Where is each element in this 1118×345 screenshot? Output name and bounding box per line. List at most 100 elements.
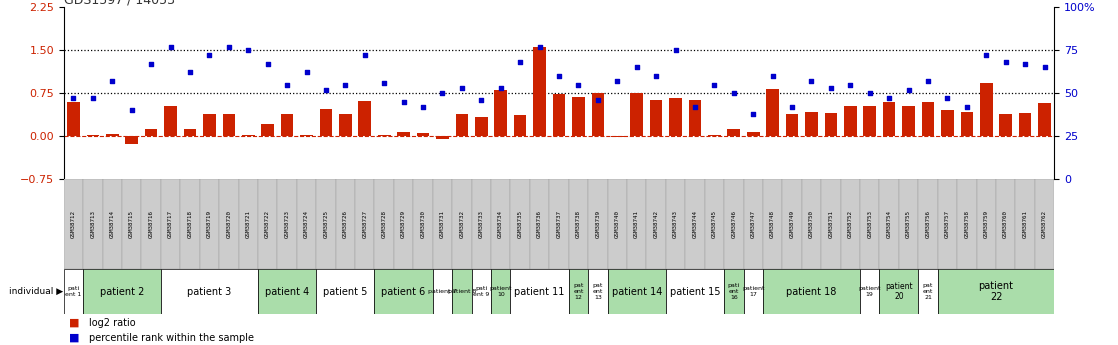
Point bbox=[434, 90, 452, 96]
Bar bbox=[588, 179, 607, 269]
Text: GSM38744: GSM38744 bbox=[692, 210, 698, 238]
Bar bbox=[607, 269, 666, 314]
Text: GSM38736: GSM38736 bbox=[537, 210, 542, 238]
Text: GSM38734: GSM38734 bbox=[499, 210, 503, 238]
Point bbox=[958, 104, 976, 110]
Point bbox=[258, 61, 276, 67]
Bar bbox=[860, 269, 880, 314]
Point bbox=[608, 78, 626, 84]
Text: GSM38746: GSM38746 bbox=[731, 210, 737, 238]
Bar bbox=[650, 100, 663, 136]
Text: GSM38714: GSM38714 bbox=[110, 210, 115, 238]
Text: GSM38715: GSM38715 bbox=[130, 210, 134, 238]
Bar bbox=[277, 179, 296, 269]
Text: GSM38754: GSM38754 bbox=[887, 210, 892, 238]
Bar bbox=[339, 115, 352, 136]
Bar bbox=[472, 179, 491, 269]
Point bbox=[278, 82, 296, 87]
Bar bbox=[335, 179, 356, 269]
Text: GSM38713: GSM38713 bbox=[91, 210, 95, 238]
Bar bbox=[880, 269, 918, 314]
Point bbox=[65, 96, 83, 101]
Bar bbox=[863, 106, 877, 136]
Bar bbox=[281, 115, 293, 136]
Bar bbox=[762, 179, 783, 269]
Text: GSM38727: GSM38727 bbox=[362, 210, 368, 238]
Bar bbox=[591, 93, 604, 136]
Bar bbox=[899, 179, 918, 269]
Bar bbox=[433, 179, 452, 269]
Point bbox=[376, 80, 394, 86]
Point bbox=[337, 82, 354, 87]
Text: GSM38759: GSM38759 bbox=[984, 210, 988, 238]
Bar bbox=[316, 179, 335, 269]
Point bbox=[181, 70, 199, 75]
Bar bbox=[301, 135, 313, 136]
Text: log2 ratio: log2 ratio bbox=[89, 318, 136, 327]
Bar bbox=[921, 102, 935, 136]
Point bbox=[492, 85, 510, 91]
Point bbox=[84, 96, 102, 101]
Point bbox=[473, 97, 491, 103]
Bar bbox=[511, 269, 569, 314]
Point bbox=[1016, 61, 1034, 67]
Point bbox=[395, 99, 413, 105]
Text: GSM38748: GSM38748 bbox=[770, 210, 775, 238]
Bar bbox=[552, 94, 566, 136]
Text: GSM38760: GSM38760 bbox=[1003, 210, 1008, 238]
Bar bbox=[1035, 179, 1054, 269]
Point bbox=[627, 65, 645, 70]
Point bbox=[297, 70, 315, 75]
Bar bbox=[241, 135, 255, 136]
Bar bbox=[825, 113, 837, 136]
Bar bbox=[766, 89, 779, 136]
Text: patient
19: patient 19 bbox=[859, 286, 881, 297]
Bar bbox=[627, 179, 646, 269]
Bar bbox=[918, 179, 938, 269]
Text: GSM38735: GSM38735 bbox=[518, 210, 522, 238]
Text: GSM38722: GSM38722 bbox=[265, 210, 271, 238]
Text: GSM38739: GSM38739 bbox=[596, 210, 600, 238]
Text: GSM38729: GSM38729 bbox=[401, 210, 406, 238]
Text: GSM38718: GSM38718 bbox=[188, 210, 192, 238]
Text: GSM38756: GSM38756 bbox=[926, 210, 930, 238]
Point bbox=[589, 97, 607, 103]
Bar bbox=[999, 115, 1012, 136]
Bar bbox=[161, 179, 180, 269]
Bar bbox=[786, 115, 798, 136]
Bar bbox=[960, 111, 973, 136]
Bar bbox=[258, 269, 316, 314]
Text: patient 6: patient 6 bbox=[381, 287, 426, 296]
Text: patient
10: patient 10 bbox=[490, 286, 512, 297]
Text: patient
20: patient 20 bbox=[885, 282, 912, 301]
Bar bbox=[666, 179, 685, 269]
Text: GSM38753: GSM38753 bbox=[868, 210, 872, 238]
Bar bbox=[452, 269, 472, 314]
Point bbox=[200, 52, 218, 58]
Text: patient 2: patient 2 bbox=[100, 287, 144, 296]
Bar bbox=[83, 179, 103, 269]
Text: patient
17: patient 17 bbox=[742, 286, 765, 297]
Text: GSM38761: GSM38761 bbox=[1023, 210, 1027, 238]
Bar bbox=[941, 110, 954, 136]
Bar bbox=[514, 115, 527, 136]
Bar bbox=[200, 179, 219, 269]
Bar bbox=[569, 269, 588, 314]
Point bbox=[569, 82, 587, 87]
Point bbox=[783, 104, 800, 110]
Bar bbox=[491, 269, 511, 314]
Text: GSM38730: GSM38730 bbox=[420, 210, 426, 238]
Bar bbox=[783, 179, 802, 269]
Bar bbox=[472, 269, 491, 314]
Text: pati
ent 9: pati ent 9 bbox=[473, 286, 490, 297]
Bar bbox=[938, 179, 957, 269]
Text: pati
ent 1: pati ent 1 bbox=[65, 286, 82, 297]
Point bbox=[103, 78, 121, 84]
Bar bbox=[296, 179, 316, 269]
Bar bbox=[588, 269, 607, 314]
Bar bbox=[320, 109, 332, 136]
Text: pat
ent
21: pat ent 21 bbox=[922, 283, 934, 300]
Point bbox=[705, 82, 723, 87]
Point bbox=[686, 104, 704, 110]
Text: GSM38737: GSM38737 bbox=[557, 210, 561, 238]
